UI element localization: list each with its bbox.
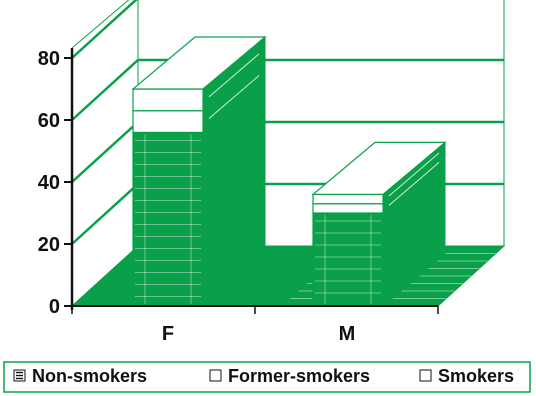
legend-swatch-smokers — [419, 369, 432, 382]
legend-box — [3, 361, 531, 393]
x-tick-label-M: M — [339, 323, 356, 345]
bar-front-face — [132, 131, 204, 307]
y-tick-label: 20 — [38, 234, 60, 256]
bar-side-stripe — [388, 161, 440, 206]
chart-bars — [131, 35, 447, 308]
y-tick-label: 80 — [38, 48, 60, 70]
y-tick-label: 40 — [38, 172, 60, 194]
bar-side-stripe — [208, 53, 260, 98]
bar-top-face-M — [311, 141, 447, 195]
legend-label-non-smokers: Non-smokers — [32, 366, 147, 386]
chart-axes: 0 20 40 60 80 F M — [38, 48, 439, 345]
chart-legend: Non-smokers Former-smokers Smokers — [3, 361, 531, 393]
bar-side-stripe — [208, 75, 260, 119]
y-tick-label: 0 — [49, 296, 60, 318]
bar-front-face — [132, 88, 204, 112]
gridline-80 — [71, 0, 138, 59]
legend-label-smokers: Smokers — [438, 366, 514, 386]
side-wall-top-edge — [71, 0, 130, 49]
legend-swatch-former-smokers — [209, 369, 222, 382]
legend-label-former-smokers: Former-smokers — [228, 366, 370, 386]
bar-side-stripe — [388, 152, 440, 197]
x-tick-label-F: F — [162, 323, 174, 345]
bar-front-face — [312, 193, 384, 205]
bar-M-non-smokers — [312, 159, 446, 308]
bar-front-face — [312, 212, 384, 307]
legend-swatch-box — [419, 369, 432, 382]
bar-front-face — [312, 203, 384, 214]
bar-front-face — [132, 110, 204, 133]
bar-M-smokers — [312, 141, 446, 205]
gridline-60 — [71, 58, 504, 121]
legend-swatch-box — [209, 369, 222, 382]
y-tick-label: 60 — [38, 110, 60, 132]
legend-swatch-non-smokers — [13, 369, 26, 382]
bar-top-face-F — [131, 36, 267, 90]
